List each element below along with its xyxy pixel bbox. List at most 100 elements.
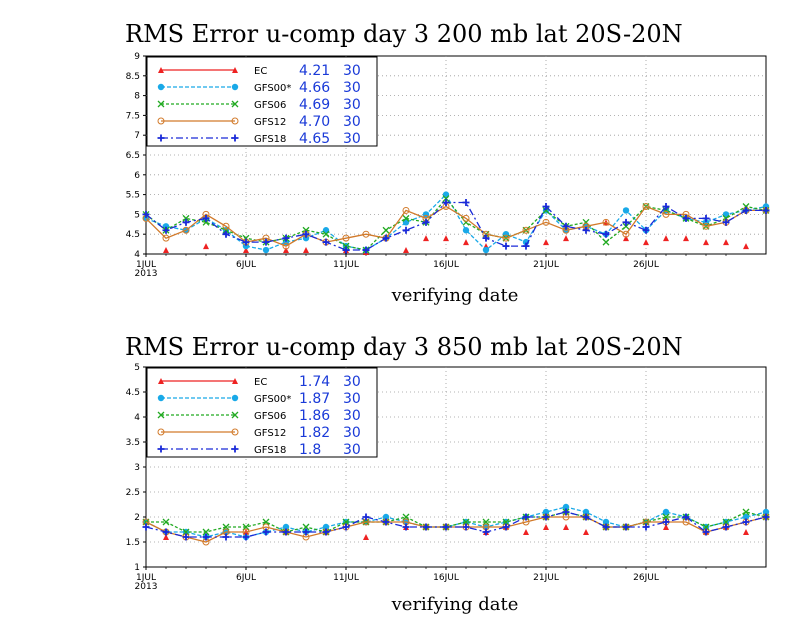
chart2-series-gfs18-point — [482, 528, 490, 536]
chart1-legend-mean: 4.69 — [299, 97, 330, 113]
chart2-series-gfs18-point — [242, 533, 250, 541]
chart1-series-ec-point — [203, 243, 209, 250]
chart1-legend-mean: 4.66 — [299, 80, 330, 96]
chart2-y-tick-label: 4.5 — [126, 388, 140, 398]
chart1-y-tick-label: 9 — [134, 52, 140, 62]
chart1-series-gfs18-point — [302, 230, 310, 238]
chart2-legend-marker — [231, 411, 239, 419]
chart2-series-ec-point — [363, 534, 369, 540]
chart2-series-gfs18-point — [462, 523, 470, 531]
chart1-series-ec-point — [743, 243, 749, 250]
chart1-series-gfs12-point — [522, 226, 530, 234]
chart1-y-tick-label: 4.5 — [126, 230, 140, 240]
chart2-series-gfs18-point — [342, 523, 350, 531]
chart1-legend-name: EC — [254, 66, 267, 77]
chart1-series-gfs12-point — [402, 206, 410, 214]
chart1-series-gfs18-point — [622, 218, 630, 226]
chart2-legend-count: 30 — [343, 442, 361, 458]
chart2-series-gfs06-point — [302, 523, 310, 531]
chart1-y-tick-label: 5.5 — [126, 191, 140, 201]
chart2-x-tick-label: 21JUL — [533, 573, 559, 583]
chart2-series-gfs06-point — [742, 508, 750, 516]
chart2-series-gfs00-point — [382, 513, 390, 521]
chart1-x-tick-label: 6JUL — [236, 260, 256, 270]
chart2-legend-mean: 1.82 — [299, 425, 330, 441]
chart1-series-ec-point — [303, 247, 309, 254]
chart1-series-gfs12-point — [222, 222, 230, 230]
chart1-series-gfs18-point — [682, 214, 690, 222]
chart1-legend-name: GFS18 — [254, 134, 286, 145]
chart1-series-gfs06-point — [382, 226, 390, 234]
chart2-series-gfs18-point — [202, 533, 210, 541]
chart1-legend-marker — [231, 83, 239, 91]
chart2-y-tick-label: 2.5 — [126, 488, 140, 498]
chart2-series-gfs18-point — [542, 513, 550, 521]
chart1-series-gfs18-line — [145, 201, 766, 251]
chart1-x-tick-label: 21JUL — [533, 260, 559, 270]
chart1-series-gfs12-point — [342, 234, 350, 242]
chart2-x-tick-label: 16JUL — [433, 573, 459, 583]
chart1-series-gfs12-point — [462, 214, 470, 222]
chart1-x-start-year: 2013 — [135, 269, 158, 279]
chart2-series-gfs06-point — [482, 518, 490, 526]
chart2-series-gfs18-point — [582, 513, 590, 521]
chart2-series-gfs18-point — [722, 523, 730, 531]
chart1-series-gfs06-point — [182, 214, 190, 222]
chart1-y-tick-label: 7.5 — [126, 111, 140, 121]
chart1-series-gfs12-point — [162, 234, 170, 242]
chart2-series-gfs18-point — [762, 513, 770, 521]
chart1-series-gfs12-point — [502, 234, 510, 242]
chart2-series-gfs18-point — [302, 528, 310, 536]
chart1-series-gfs18-point — [182, 218, 190, 226]
chart1-series-gfs18-point — [142, 210, 150, 218]
chart2-series-gfs18-point — [402, 523, 410, 531]
chart2-legend-name: EC — [254, 377, 267, 388]
chart2-series-gfs00-point — [662, 508, 670, 516]
chart2-series-ec-point — [543, 524, 549, 530]
chart1-y-tick-label: 4 — [134, 250, 140, 260]
chart2-x-axis-label: verifying date — [391, 594, 519, 615]
chart1-legend-marker — [157, 83, 165, 91]
chart1-legend-marker — [158, 67, 164, 73]
chart1-y-tick-label: 8 — [134, 92, 140, 102]
chart1-series-gfs18-point — [462, 199, 470, 207]
chart2-legend-marker — [231, 445, 239, 453]
chart2-series-gfs06-point — [182, 528, 190, 536]
chart1-y-tick-label: 6 — [134, 171, 140, 181]
chart1-series-gfs18-point — [542, 202, 550, 210]
chart2-legend-mean: 1.86 — [299, 408, 330, 424]
chart2-series-gfs18-point — [742, 518, 750, 526]
chart2-series-gfs00-point — [542, 508, 550, 516]
chart1-legend-mean: 4.21 — [299, 63, 330, 79]
chart1-series-gfs18-point — [582, 226, 590, 234]
chart1-series-gfs12-point — [542, 218, 550, 226]
chart1-legend-marker — [157, 134, 165, 142]
chart2-series-gfs06-point — [502, 518, 510, 526]
chart1-series-ec-point — [723, 239, 729, 246]
chart1-series-gfs18-point — [322, 238, 330, 246]
chart1-legend-mean: 4.65 — [299, 131, 330, 147]
chart2-series-gfs00-point — [322, 523, 330, 531]
chart2-series-gfs18-point — [142, 523, 150, 531]
chart2-series-gfs06-point — [462, 518, 470, 526]
chart1-series-ec-point — [663, 235, 669, 242]
chart2-legend-marker — [231, 428, 239, 436]
chart2-series-gfs18-point — [362, 513, 370, 521]
chart1-series-gfs18-point — [402, 226, 410, 234]
chart2-title: RMS Error u-comp day 3 850 mb lat 20S-20… — [125, 333, 683, 361]
chart1-y-tick-label: 6.5 — [126, 151, 140, 161]
chart1-series-gfs12-point — [362, 230, 370, 238]
chart1-x-tick-label: 1JUL — [136, 260, 156, 270]
chart2-series-ec-point — [743, 529, 749, 535]
chart1-series-gfs06-point — [322, 230, 330, 238]
chart1-series-ec-point — [243, 247, 249, 254]
chart2-series-gfs18-point — [322, 528, 330, 536]
chart2-legend-box — [146, 367, 378, 458]
chart1-series-ec-point — [463, 239, 469, 246]
chart1-series-ec-point — [543, 239, 549, 246]
chart1-series-gfs18-point — [242, 238, 250, 246]
chart1-series-gfs06-point — [622, 222, 630, 230]
chart2-series-gfs06-point — [662, 513, 670, 521]
chart1-series-ec-point — [623, 235, 629, 242]
